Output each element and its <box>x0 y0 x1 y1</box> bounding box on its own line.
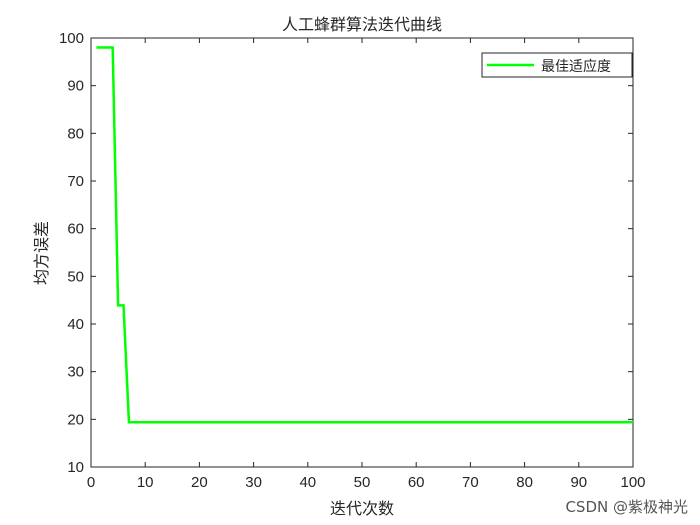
x-tick-label: 10 <box>137 474 154 491</box>
y-tick-label: 40 <box>67 316 84 333</box>
series-line-best-fitness <box>96 46 633 424</box>
chart-title: 人工蜂群算法迭代曲线 <box>282 15 442 34</box>
x-tick-label: 30 <box>245 474 262 491</box>
y-tick-label: 50 <box>67 268 84 285</box>
x-tick-label: 70 <box>462 474 479 491</box>
x-tick-label: 60 <box>408 474 425 491</box>
x-tick-label: 0 <box>87 474 95 491</box>
x-tick-label: 90 <box>570 474 587 491</box>
y-tick-label: 90 <box>67 78 84 95</box>
y-tick-label: 70 <box>67 173 84 190</box>
y-tick-label: 30 <box>67 364 84 381</box>
y-tick-label: 10 <box>67 459 84 476</box>
x-tick-label: 50 <box>354 474 371 491</box>
y-axis-label: 均方误差 <box>32 221 51 285</box>
x-tick-label: 20 <box>191 474 208 491</box>
y-tick-label: 80 <box>67 125 84 142</box>
legend-box <box>481 52 633 78</box>
x-axis-label: 迭代次数 <box>330 499 394 518</box>
watermark: CSDN @紫极神光 <box>565 498 688 516</box>
x-tick-label: 40 <box>299 474 316 491</box>
legend-entry: 最佳适应度 <box>541 58 611 75</box>
plot-area <box>90 37 634 468</box>
x-tick-label: 100 <box>620 474 645 491</box>
x-tick-label: 80 <box>516 474 533 491</box>
y-tick-label: 60 <box>67 221 84 238</box>
legend: 最佳适应度 <box>481 52 633 78</box>
y-tick-label: 100 <box>59 30 84 47</box>
y-tick-label: 20 <box>67 411 84 428</box>
